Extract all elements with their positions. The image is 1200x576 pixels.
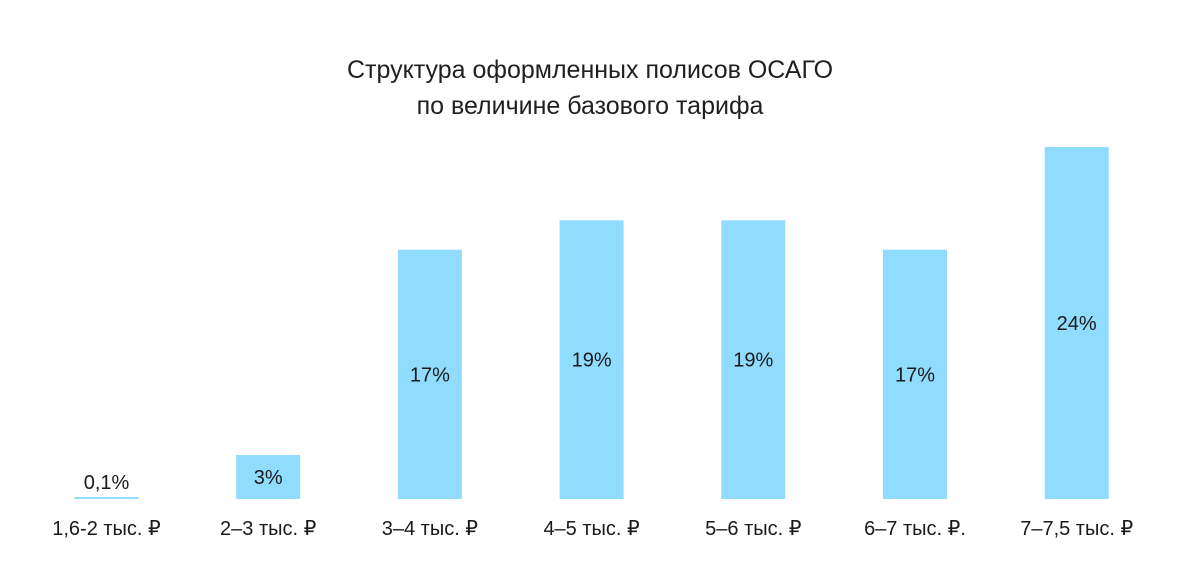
bar-7 (1044, 147, 1109, 499)
category-label-6: 6–7 тыс. ₽. (864, 518, 966, 540)
category-label-7: 7–7,5 тыс. ₽ (1020, 518, 1133, 540)
bar-6 (883, 249, 947, 499)
bar-4 (559, 220, 624, 500)
bar-value-label-7: 24% (1057, 313, 1097, 335)
bar-value-label-3: 17% (410, 364, 450, 386)
chart-title-line-2: по величине базового тарифа (416, 92, 764, 120)
bar-value-label-4: 19% (572, 350, 612, 372)
category-label-1: 1,6-2 тыс. ₽ (52, 518, 161, 540)
bar-3 (397, 249, 462, 499)
bar-5 (721, 220, 786, 500)
chart-title-line-1: Структура оформленных полисов ОСАГО (346, 56, 834, 84)
bar-value-label-2: 3% (254, 467, 283, 489)
bar-value-label-6: 17% (895, 364, 935, 386)
category-label-5: 5–6 тыс. ₽ (705, 518, 802, 540)
bar-2 (236, 455, 301, 499)
bar-value-label-5: 19% (733, 350, 773, 372)
bar-value-label-1: 0,1% (84, 472, 130, 494)
category-label-2: 2–3 тыс. ₽ (220, 518, 317, 540)
category-label-3: 3–4 тыс. ₽ (382, 518, 479, 540)
chart-title: Структура оформленных полисов ОСАГО по в… (0, 52, 1180, 124)
category-label-4: 4–5 тыс. ₽ (543, 518, 640, 540)
bar-1 (74, 497, 139, 499)
